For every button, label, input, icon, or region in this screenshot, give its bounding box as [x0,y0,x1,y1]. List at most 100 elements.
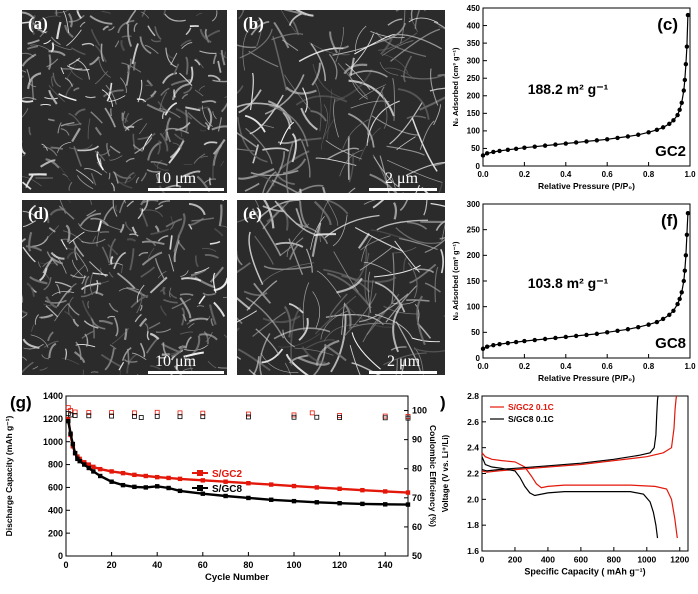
chart-g: 0 20 40 60 80 100 120 1400200400600800100012001… [4,391,438,583]
isotherm-point [484,151,490,156]
isotherm-point [553,335,558,341]
x-tick-label: 0.4 [560,170,572,179]
y-tick-label: 0 [58,551,63,561]
x-tick-label: 0.8 [643,362,655,371]
isotherm-point [667,312,672,318]
y-tick-label: 2.6 [467,417,479,427]
y-axis-label: Voltage (V vs. Li⁺/Li) [441,434,450,512]
y-tick-label: 2.8 [467,391,479,401]
y-tick-label: 1.8 [467,520,479,530]
y2-tick-label: 50 [412,551,422,561]
isotherm-point [646,322,651,327]
y-tick-label: 0 [476,354,481,363]
y2-tick-label: 100 [412,406,427,416]
y2-tick-label: 70 [412,493,422,503]
y2-tick-label: 90 [412,435,422,445]
x-tick-label: 200 [508,555,522,565]
y-tick-label: 800 [48,460,63,470]
y-tick-label: 0 [476,162,481,171]
y2-tick-label: 80 [412,464,422,474]
isotherm-point [685,12,691,18]
isotherm-point [679,290,684,295]
isotherm-point [563,334,568,340]
isotherm-point [532,144,537,149]
legend-marker [197,485,203,491]
isotherm-point [594,331,600,337]
y-tick-label: 250 [467,225,481,234]
y-tick-label: 50 [471,144,480,153]
ce-point [154,409,160,415]
x-tick-label: 0.0 [477,170,489,179]
y-tick-label: 250 [467,74,481,83]
isotherm-point [654,319,660,325]
ce-point [309,410,315,416]
ce-point [131,410,137,416]
sem-image-e: (e) 2 μm [237,200,445,375]
isotherm-point [522,338,527,344]
isotherm-point [505,340,511,346]
ce-point [109,413,114,419]
capacity-point [66,416,71,422]
isotherm-point [660,125,666,130]
legend-marker [197,470,203,476]
x-tick-label: 1.0 [684,362,696,371]
x-tick-label: 40 [152,560,162,570]
panel-label: (h) [440,393,446,412]
surface-area-annotation: 188.2 m² g⁻¹ [528,81,609,97]
scale-label-e: 2 μm [387,353,421,370]
y-tick-label: 2.4 [467,443,479,453]
isotherm-point [671,118,676,123]
isotherm-point [484,344,490,349]
capacity-line [67,418,409,494]
panel-label-d: (d) [28,204,49,223]
ce-point [72,413,78,418]
chart-f: 0.0 0.2 0.4 0.6 0.8 1.0 0 50 100 150 200 250 300 Rela… [451,200,696,383]
isotherm-point [636,132,641,137]
isotherm-point [605,137,610,142]
y-tick-label: 1200 [43,414,63,424]
isotherm-point [532,337,537,343]
y-tick-label: 100 [467,302,481,311]
x-tick-label: 100 [286,560,301,570]
scale-bar-a [148,188,224,191]
isotherm-point [636,325,641,330]
y-tick-label: 1400 [43,391,63,401]
isotherm-point [513,146,519,151]
x-tick-label: 600 [574,555,588,565]
isotherm-point [675,112,680,118]
ce-point [245,414,251,420]
isotherm-point [625,134,631,139]
ce-point [200,410,206,416]
x-tick-label: 400 [541,555,555,565]
y-tick-label: 2.2 [467,468,479,478]
scale-label-d: 10 μm [155,353,197,370]
y-axis-label: Discharge Capacity (mAh g⁻¹) [4,415,14,536]
x-tick-label: 1000 [637,555,656,565]
sem-image-a: (a) 10 μm [22,10,227,193]
isotherm-point [682,77,688,83]
scale-label-a: 10 μm [155,170,197,187]
ce-point [86,410,92,415]
isotherm-point [683,61,689,67]
x-tick-label: 0.4 [560,362,572,371]
y-tick-label: 300 [467,56,481,65]
x-tick-label: 800 [607,555,621,565]
y2-tick-label: 60 [412,522,422,532]
y-tick-label: 1.6 [467,546,479,556]
isotherm-point [480,346,486,351]
ce-point [314,414,320,420]
sample-label: GC8 [655,335,686,352]
y-tick-label: 150 [467,109,481,118]
isotherm-point [505,147,511,153]
isotherm-point [625,327,631,332]
isotherm-point [646,130,651,135]
isotherm-point [584,332,589,338]
legend-label: S/GC8 0.1C [508,414,554,424]
y-tick-label: 400 [467,21,481,30]
scale-bar-b [369,188,437,191]
y-tick-label: 300 [467,200,481,209]
x-axis-label: Relative Pressure (P/P₀) [538,181,635,191]
legend-label: S/GC2 [212,469,242,480]
x-tick-label: 0.6 [602,362,614,371]
isotherm-point [605,330,610,335]
